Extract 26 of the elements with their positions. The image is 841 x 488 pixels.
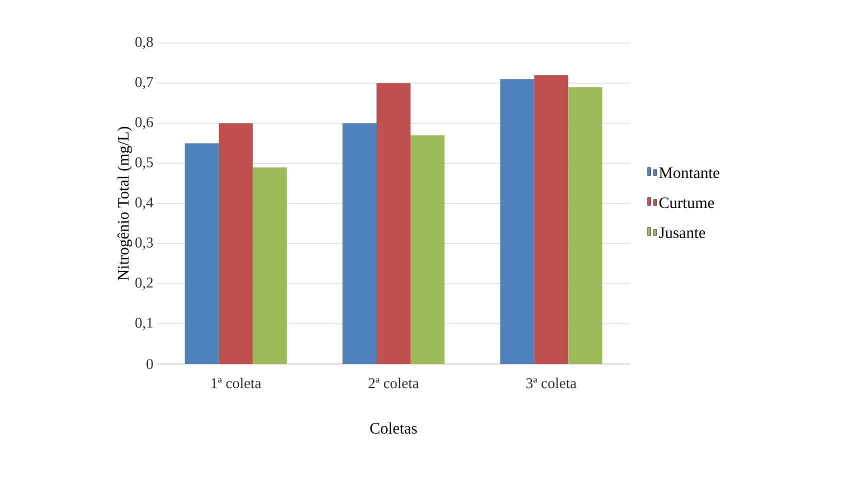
x-tick-label: 2ª coleta	[368, 378, 419, 388]
y-tick-label: 0,4	[135, 197, 154, 210]
y-tick-label: 0	[146, 358, 153, 370]
y-tick-label: 0,7	[135, 77, 154, 90]
legend-label: Curtume	[659, 197, 714, 208]
bar	[376, 83, 411, 364]
bar	[252, 167, 287, 364]
legend-label: Montante	[659, 168, 720, 178]
bar	[534, 75, 568, 364]
bar	[410, 135, 445, 364]
y-tick-label: 0,6	[135, 117, 154, 130]
legend-label: Jusante	[659, 228, 706, 238]
x-tick-label: 1ª coleta	[212, 378, 262, 388]
y-tick-label: 0,5	[135, 157, 153, 170]
x-axis-title: Coletas	[370, 422, 417, 434]
x-tick-label: 3ª coleta	[526, 378, 576, 388]
bar	[342, 123, 377, 364]
y-tick-label: 0,8	[135, 36, 153, 50]
bar	[218, 123, 253, 364]
y-axis-title: Nitrogênio Total (mg/L)	[117, 126, 132, 280]
bar	[500, 79, 534, 364]
y-tick-label: 0,3	[135, 237, 153, 250]
y-tick-label: 0,1	[135, 318, 153, 330]
bar	[568, 87, 602, 364]
bar	[184, 143, 219, 364]
y-tick-label: 0,2	[135, 278, 153, 290]
